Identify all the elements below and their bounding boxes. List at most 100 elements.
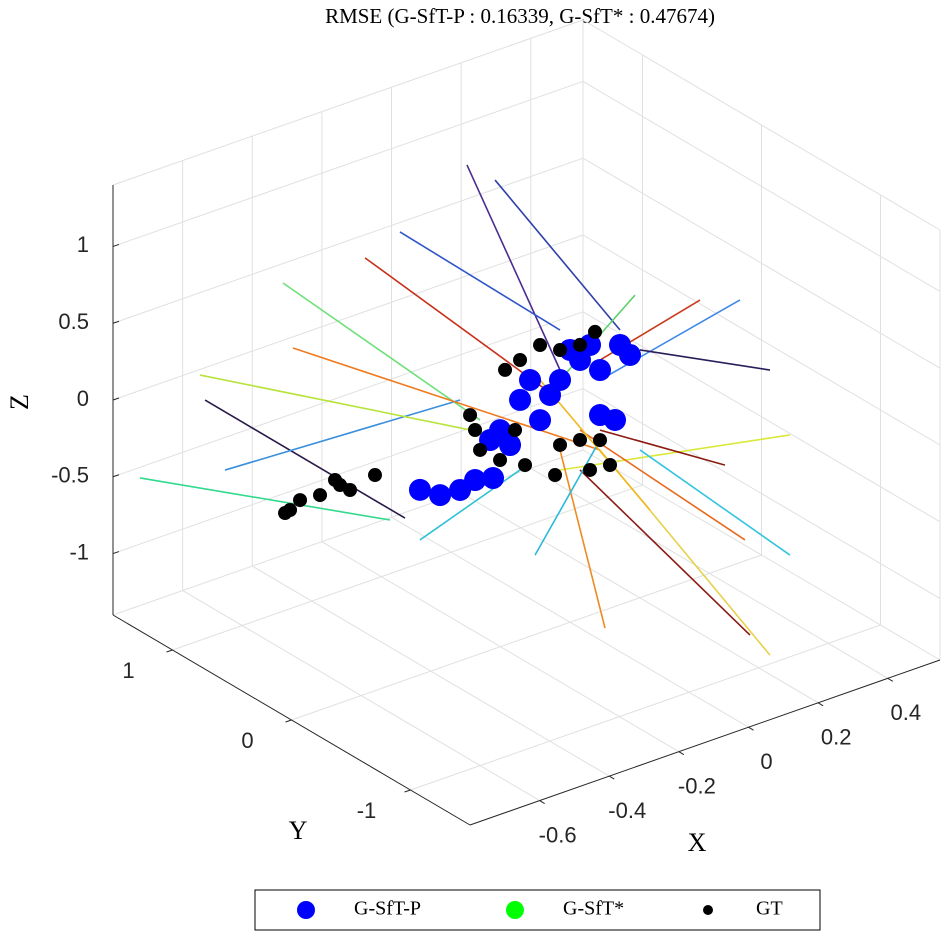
tick-mark (404, 789, 411, 793)
legend-marker (297, 901, 315, 919)
point (482, 467, 505, 490)
tick-mark (539, 800, 545, 804)
tick-mark (112, 243, 120, 247)
point (468, 422, 483, 437)
point (293, 493, 308, 508)
grid-line (112, 80, 584, 247)
grid-line (582, 80, 941, 292)
point (508, 423, 523, 438)
x-tick-label: -0.4 (608, 798, 646, 823)
point (343, 482, 358, 497)
x-axis (469, 659, 941, 826)
point (498, 362, 513, 377)
grid-line (291, 554, 762, 721)
grid-line (410, 624, 881, 791)
point (573, 432, 588, 447)
tick-mark (817, 702, 824, 707)
point (368, 468, 383, 483)
tick-mark (112, 474, 120, 478)
point (553, 343, 568, 358)
z-tick-label: 0 (77, 386, 89, 411)
point (579, 333, 602, 356)
tick-mark (285, 719, 292, 723)
x-axis-label: X (688, 828, 707, 857)
point (588, 324, 603, 339)
point (618, 343, 641, 366)
point (518, 458, 533, 473)
segment (204, 399, 406, 519)
x-tick-label: 0 (760, 749, 772, 774)
x-tick-label: 0.4 (890, 700, 921, 725)
segment (579, 469, 751, 636)
point (464, 469, 487, 492)
box-edge (112, 449, 584, 616)
grid-line (112, 157, 584, 324)
tick-mark (112, 551, 120, 555)
point (429, 484, 452, 507)
legend-label: G-SfT* (563, 898, 624, 920)
legend-box (254, 889, 821, 931)
y-tick-label: 0 (241, 728, 253, 753)
grid-line (112, 311, 584, 478)
segment (466, 164, 561, 371)
segment (559, 449, 606, 629)
legend-label: GT (756, 898, 783, 920)
point (593, 433, 608, 448)
legend-marker (703, 905, 713, 915)
point (533, 338, 548, 353)
segment (494, 179, 621, 331)
x-tick-label: -0.6 (539, 822, 577, 847)
point (519, 369, 542, 392)
chart-title: RMSE (G-SfT-P : 0.16339, G-SfT* : 0.4767… (325, 4, 715, 28)
point (328, 472, 343, 487)
tick-mark (887, 677, 894, 682)
grid-line (112, 234, 584, 401)
y-axis-label: Y (289, 816, 308, 845)
segment (579, 429, 746, 541)
tick-mark (748, 726, 754, 731)
segment (559, 434, 791, 471)
segment (282, 282, 481, 421)
point (583, 462, 598, 477)
grid-line (582, 388, 941, 600)
point (548, 468, 563, 483)
point (513, 353, 528, 368)
tick-mark (609, 775, 615, 780)
grid-line (582, 311, 941, 523)
point (499, 434, 522, 457)
grid-line (112, 388, 584, 555)
segment (599, 429, 726, 466)
point (589, 359, 612, 382)
z-tick-label: 1 (77, 232, 89, 257)
grid-line (172, 484, 643, 651)
tick-mark (112, 397, 120, 401)
point (603, 457, 618, 472)
point (408, 478, 431, 501)
segment (639, 349, 771, 371)
segment (599, 299, 741, 381)
segment (399, 231, 561, 331)
legend-marker (506, 901, 524, 919)
legend-label: G-SfT-P (354, 898, 421, 920)
segment (139, 477, 391, 521)
grid-line (582, 157, 941, 369)
tick-mark (166, 649, 173, 653)
z-tick-label: -0.5 (51, 463, 89, 488)
segment (534, 439, 601, 556)
segment (639, 449, 791, 556)
segment (292, 347, 601, 451)
z-axis-label: Z (5, 394, 34, 410)
x-tick-label: 0.2 (821, 725, 852, 750)
tick-mark (112, 320, 120, 324)
box-edge (112, 19, 584, 186)
y-axis (112, 614, 471, 826)
point (539, 384, 562, 407)
point (573, 337, 588, 352)
z-tick-label: 0.5 (58, 309, 89, 334)
segment (199, 374, 521, 441)
segment (224, 399, 461, 471)
tick-mark (678, 751, 685, 756)
point (313, 488, 328, 503)
